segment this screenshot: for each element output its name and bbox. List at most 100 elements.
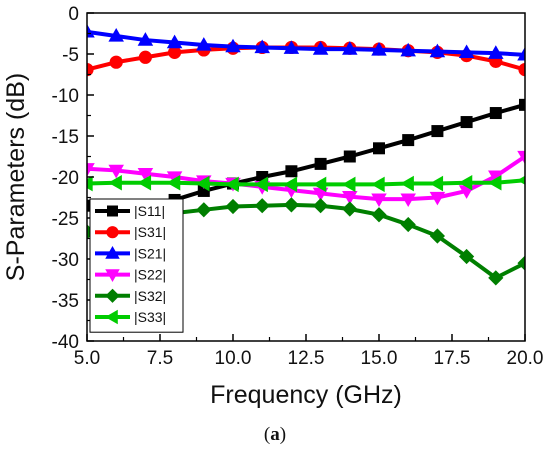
data-point [108, 164, 124, 179]
x-tick-label: 20.0 [507, 348, 544, 369]
data-point [371, 41, 387, 56]
data-point [166, 174, 181, 191]
data-point [137, 174, 152, 191]
legend-marker [105, 245, 120, 259]
data-point [371, 193, 387, 208]
data-point [429, 191, 446, 206]
data-point [195, 175, 210, 192]
data-point [517, 255, 525, 271]
data-point [342, 201, 358, 217]
y-tick-label: -25 [52, 209, 79, 230]
data-point [429, 228, 446, 244]
series-line [87, 178, 525, 187]
x-tick-label: 10.0 [215, 348, 252, 369]
data-point [402, 134, 415, 147]
legend-item: |S32| [95, 288, 166, 304]
data-point [108, 174, 122, 191]
legend-label: |S32| [134, 288, 166, 304]
legend-item: |S21| [95, 245, 166, 261]
y-tick-label: -20 [52, 168, 79, 189]
data-point [400, 193, 416, 208]
data-point [429, 175, 444, 192]
data-point [341, 176, 356, 193]
caption-letter: a [270, 424, 280, 445]
series-5 [87, 174, 525, 193]
data-point [137, 32, 154, 46]
data-point [196, 37, 212, 51]
data-point [400, 216, 416, 233]
legend-marker [105, 269, 120, 283]
data-point [342, 41, 358, 55]
data-point [312, 198, 329, 214]
data-point [458, 174, 473, 191]
data-point [87, 175, 93, 192]
data-point [166, 34, 183, 49]
figure-caption: (a) [264, 424, 286, 445]
data-point [517, 46, 525, 61]
y-tick-label: -15 [52, 127, 79, 148]
legend-label: |S22| [134, 267, 166, 283]
x-tick-label: 7.5 [147, 348, 173, 369]
legend-label: |S21| [134, 245, 166, 261]
data-point [285, 165, 298, 178]
data-point [312, 41, 329, 55]
x-tick-label: 12.5 [288, 348, 325, 369]
series-2 [87, 23, 525, 61]
data-point [517, 175, 525, 185]
data-point [460, 116, 473, 129]
data-point [283, 40, 300, 54]
data-point [517, 150, 525, 165]
legend-marker [107, 205, 118, 217]
data-point [225, 38, 241, 53]
series-line [87, 154, 525, 202]
data-point [283, 197, 300, 213]
legend-label: |S31| [134, 224, 166, 240]
legend-marker [105, 288, 120, 303]
data-point [400, 42, 416, 57]
legend: |S11| |S31| |S21| |S22| |S32| |S33| [89, 198, 184, 333]
data-point [225, 176, 239, 193]
legend-box [89, 198, 184, 333]
data-point [518, 62, 525, 77]
y-tick-label: -35 [52, 291, 79, 312]
data-point [283, 176, 298, 193]
data-point [488, 45, 504, 59]
data-point [87, 163, 95, 177]
x-axis-label: Frequency (GHz) [210, 381, 402, 409]
legend-item: |S11| [95, 203, 165, 219]
legend-marker [105, 309, 118, 325]
data-point [458, 248, 475, 265]
y-tick-label: -30 [52, 250, 79, 271]
series-line [87, 29, 525, 57]
data-point [225, 198, 241, 215]
data-point [108, 28, 124, 42]
data-point [138, 50, 152, 64]
legend-label: |S11| [134, 203, 165, 219]
legend-item: |S33| [95, 309, 166, 325]
data-point [254, 176, 268, 193]
data-point [109, 55, 123, 69]
data-point [489, 107, 502, 120]
x-tick-label: 15.0 [361, 348, 398, 369]
data-point [254, 39, 270, 54]
data-point [196, 202, 212, 218]
data-point [488, 270, 504, 286]
x-tick-label: 5.0 [74, 348, 100, 369]
data-point [431, 125, 444, 138]
data-point [343, 150, 356, 163]
y-axis-label: S-Parameters (dB) [2, 73, 30, 281]
data-point [312, 176, 327, 193]
data-point [342, 191, 358, 205]
y-tick-label: 0 [68, 4, 79, 25]
legend-label: |S33| [134, 309, 166, 325]
y-tick-label: -40 [52, 332, 79, 353]
caption-open: ( [264, 424, 270, 445]
y-tick-label: -10 [52, 86, 79, 107]
ticks-layer: 5.0 7.5 10.0 12.5 15.0 17.5 20.0 -40 -35 -30 -25 -2… [52, 4, 544, 369]
data-point [429, 43, 446, 58]
data-point [137, 168, 154, 182]
data-point [519, 98, 525, 111]
series-0 [87, 98, 525, 215]
data-point [371, 207, 387, 223]
